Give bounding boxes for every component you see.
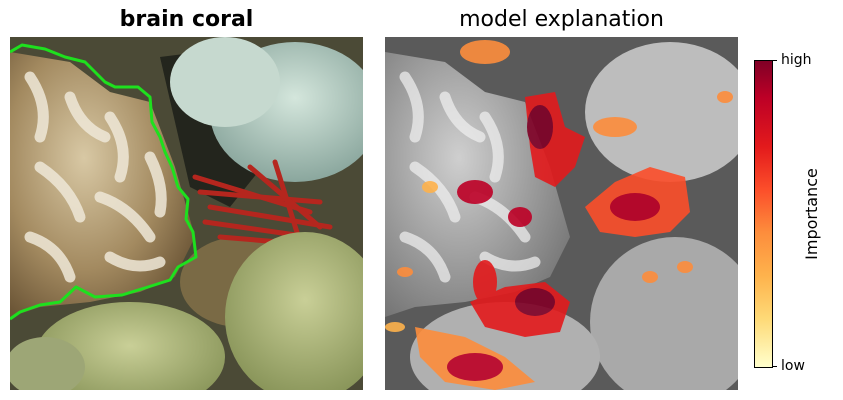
colorbar-low-label: low [781,358,805,374]
explanation-title: model explanation [459,7,664,32]
colorbar-tick-high [772,60,777,61]
input-image [10,37,363,390]
heatmap-overlay [385,37,738,390]
colorbar-tick-low [772,366,777,367]
coral-photo [10,37,363,390]
explanation-heatmap [385,37,738,390]
colorbar-high-label: high [781,52,812,68]
colorbar-title: Importance [802,168,821,260]
importance-colorbar [754,60,773,368]
input-image-title: brain coral [119,7,254,32]
